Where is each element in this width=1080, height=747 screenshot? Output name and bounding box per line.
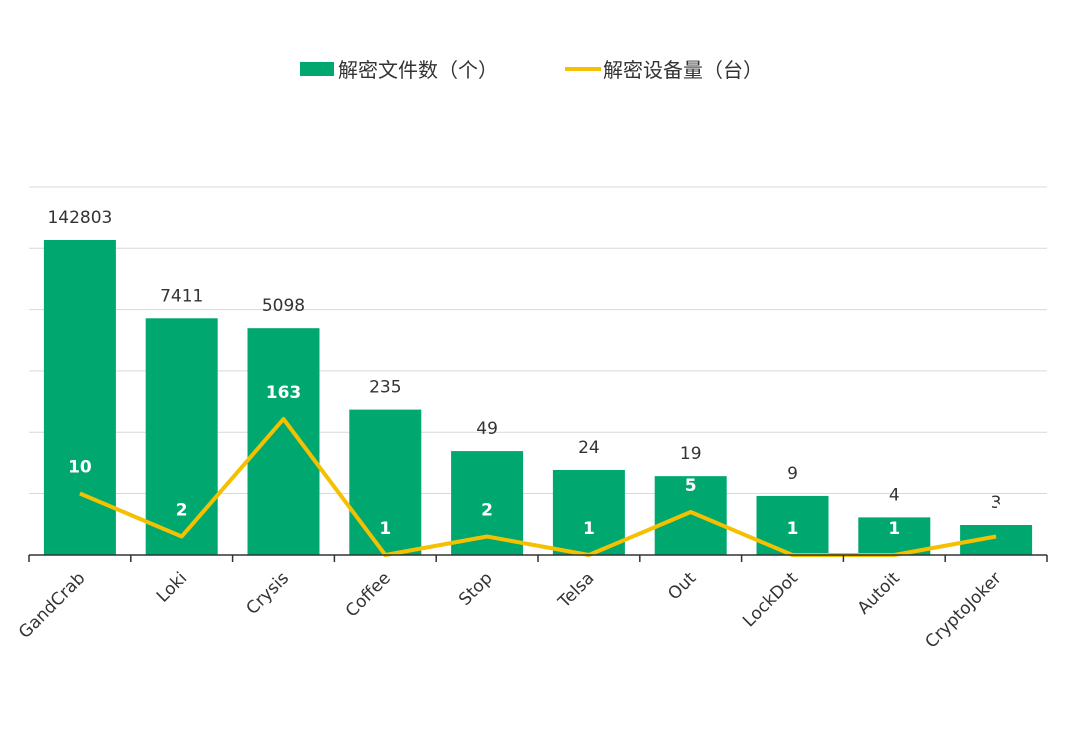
x-tick-label: Telsa <box>554 568 599 613</box>
x-tick-label: CryptoJoker <box>922 568 1006 652</box>
bar-value-label: 7411 <box>160 286 203 306</box>
x-tick-label: GandCrab <box>15 568 89 642</box>
line-value-label: 10 <box>68 458 92 478</box>
bar <box>247 328 320 555</box>
bar-value-label: 19 <box>680 444 702 464</box>
line-value-label: 1 <box>379 519 391 539</box>
bar-value-label: 24 <box>578 438 600 458</box>
x-tick-label: LockDot <box>739 568 802 631</box>
x-tick-label: Stop <box>455 568 496 609</box>
legend-bar-swatch <box>300 62 334 76</box>
bar <box>654 476 727 555</box>
x-tick-label: Coffee <box>342 568 395 621</box>
bar <box>145 318 218 555</box>
line-value-label: 1 <box>888 519 900 539</box>
bar <box>552 469 625 555</box>
line-value-label: 163 <box>266 383 302 403</box>
bar-value-label: 235 <box>369 378 401 398</box>
line-value-label: 2 <box>176 500 188 520</box>
bar-value-label: 3 <box>991 493 1002 513</box>
bar-value-label: 142803 <box>47 208 112 228</box>
bar <box>43 240 116 555</box>
x-tick-label: Out <box>664 568 700 604</box>
x-axis: GandCrab Loki Crysis Coffee Stop Telsa Out Lock… <box>15 554 1048 652</box>
legend-bar-label: 解密文件数（个） <box>338 58 498 82</box>
line-value-label: 1 <box>583 519 595 539</box>
bar-value-label: 4 <box>889 485 900 505</box>
x-tick-label: Crysis <box>243 568 294 619</box>
bar-series: 142803 7411 5098 235 49 24 19 9 4 3 <box>43 208 1033 555</box>
line-value-label: 2 <box>481 500 493 520</box>
x-tick-label: Autoit <box>854 568 904 618</box>
line-value-label: 5 <box>685 476 697 496</box>
legend: 解密文件数（个） 解密设备量（台） <box>300 58 763 82</box>
x-tick-label: Loki <box>153 568 191 606</box>
legend-line-label: 解密设备量（台） <box>603 58 763 82</box>
line-value-label: 2 <box>990 500 1002 520</box>
bar-value-label: 49 <box>476 419 498 439</box>
bar-value-label: 5098 <box>262 296 305 316</box>
line-value-label: 1 <box>787 519 799 539</box>
bar <box>349 409 422 555</box>
bar-value-label: 9 <box>787 464 798 484</box>
